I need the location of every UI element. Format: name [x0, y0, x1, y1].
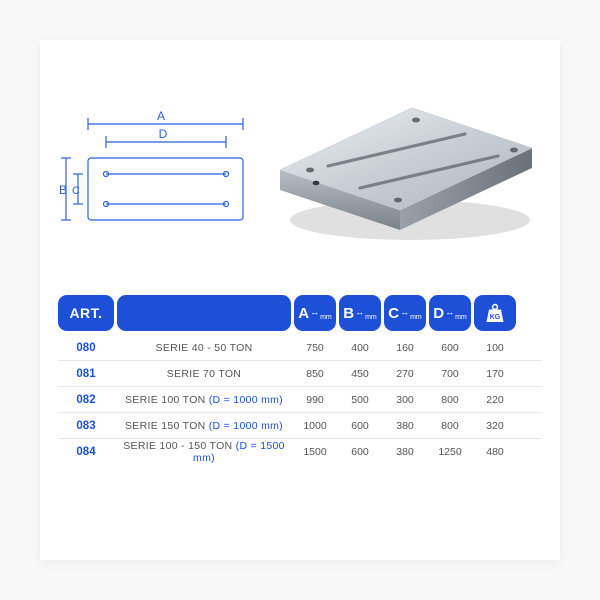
col-d: D↔mm — [429, 295, 471, 331]
dimension-diagram: A D B C — [58, 110, 253, 240]
cell-c: 380 — [384, 446, 426, 458]
table-row: 084SERIE 100 - 150 TON (D = 1500 mm)1500… — [58, 439, 542, 465]
table-row: 082SERIE 100 TON (D = 1000 mm)9905003008… — [58, 387, 542, 413]
col-b: B↔mm — [339, 295, 381, 331]
cell-c: 300 — [384, 394, 426, 406]
cell-desc: SERIE 40 - 50 TON — [117, 342, 291, 354]
top-graphics: A D B C — [40, 40, 560, 280]
dim-label-b: B — [59, 183, 67, 197]
cell-a: 850 — [294, 368, 336, 380]
dim-label-a: A — [157, 110, 165, 123]
table-body: 080SERIE 40 - 50 TON750400160600100081SE… — [58, 335, 542, 465]
dim-label-d: D — [159, 127, 168, 141]
cell-a: 990 — [294, 394, 336, 406]
cell-b: 600 — [339, 446, 381, 458]
cell-art: 082 — [58, 394, 114, 406]
dim-label-c: C — [72, 185, 80, 197]
cell-d: 1250 — [429, 446, 471, 458]
col-a: A↔mm — [294, 295, 336, 331]
cell-desc: SERIE 100 - 150 TON (D = 1500 mm) — [117, 440, 291, 464]
cell-a: 1000 — [294, 420, 336, 432]
cell-d: 600 — [429, 342, 471, 354]
cell-desc: SERIE 100 TON (D = 1000 mm) — [117, 394, 291, 406]
table-row: 080SERIE 40 - 50 TON750400160600100 — [58, 335, 542, 361]
cell-d: 800 — [429, 394, 471, 406]
svg-text:KG: KG — [490, 314, 501, 321]
cell-b: 500 — [339, 394, 381, 406]
cell-d: 700 — [429, 368, 471, 380]
cell-b: 400 — [339, 342, 381, 354]
cell-c: 270 — [384, 368, 426, 380]
col-kg: KG — [474, 295, 516, 331]
cell-b: 450 — [339, 368, 381, 380]
table-header: ART. A↔mm B↔mm C↔mm D↔mm KG — [58, 295, 542, 331]
cell-art: 084 — [58, 446, 114, 458]
cell-a: 750 — [294, 342, 336, 354]
product-render — [270, 92, 545, 252]
col-c: C↔mm — [384, 295, 426, 331]
spec-table: ART. A↔mm B↔mm C↔mm D↔mm KG 080SERIE 40 … — [58, 295, 542, 465]
col-desc — [117, 295, 291, 331]
cell-art: 083 — [58, 420, 114, 432]
cell-kg: 480 — [474, 446, 516, 458]
cell-d: 800 — [429, 420, 471, 432]
cell-art: 081 — [58, 368, 114, 380]
cell-desc: SERIE 150 TON (D = 1000 mm) — [117, 420, 291, 432]
cell-kg: 320 — [474, 420, 516, 432]
cell-kg: 100 — [474, 342, 516, 354]
cell-c: 380 — [384, 420, 426, 432]
weight-icon: KG — [484, 303, 506, 323]
cell-kg: 170 — [474, 368, 516, 380]
cell-b: 600 — [339, 420, 381, 432]
table-row: 083SERIE 150 TON (D = 1000 mm)1000600380… — [58, 413, 542, 439]
cell-c: 160 — [384, 342, 426, 354]
cell-a: 1500 — [294, 446, 336, 458]
table-row: 081SERIE 70 TON850450270700170 — [58, 361, 542, 387]
cell-art: 080 — [58, 342, 114, 354]
cell-desc: SERIE 70 TON — [117, 368, 291, 380]
product-card: A D B C — [40, 40, 560, 560]
col-art: ART. — [58, 295, 114, 331]
cell-kg: 220 — [474, 394, 516, 406]
